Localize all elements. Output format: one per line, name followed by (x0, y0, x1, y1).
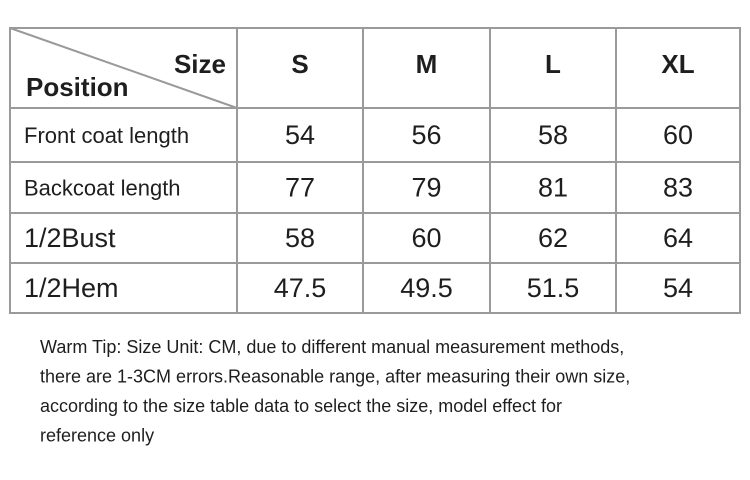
cell-value: 58 (538, 120, 568, 150)
column-header: S (291, 49, 308, 79)
cell-value: 51.5 (527, 273, 580, 303)
row-label: 1/2Bust (24, 223, 116, 253)
column-header: M (416, 49, 438, 79)
cell-value: 47.5 (274, 273, 327, 303)
corner-size: Size (174, 49, 226, 79)
row-label: 1/2Hem (24, 273, 119, 303)
cell-value: 49.5 (400, 273, 453, 303)
column-header: XL (661, 49, 694, 79)
note-line: Warm Tip: Size Unit: CM, due to differen… (40, 337, 624, 357)
cell-value: 79 (411, 173, 441, 203)
cell-value: 81 (538, 173, 568, 203)
cell-value: 64 (663, 223, 693, 253)
cell-value: 60 (663, 120, 693, 150)
table-border (9, 27, 741, 314)
cell-value: 77 (285, 173, 315, 203)
cell-value: 56 (411, 120, 441, 150)
cell-value: 62 (538, 223, 568, 253)
table-grid (9, 27, 741, 314)
cell-value: 83 (663, 173, 693, 203)
cell-value: 58 (285, 223, 315, 253)
cell-value: 54 (285, 120, 315, 150)
note-line: according to the size table data to sele… (40, 396, 562, 416)
corner-position: Position (26, 72, 129, 102)
row-label: Front coat length (24, 123, 189, 148)
cell-value: 54 (663, 273, 693, 303)
row-label: Backcoat length (24, 175, 181, 200)
corner-diagonal (9, 27, 238, 109)
note-line: there are 1-3CM errors.Reasonable range,… (40, 367, 630, 387)
note-line: reference only (40, 426, 154, 446)
column-header: L (545, 49, 561, 79)
cell-value: 60 (411, 223, 441, 253)
